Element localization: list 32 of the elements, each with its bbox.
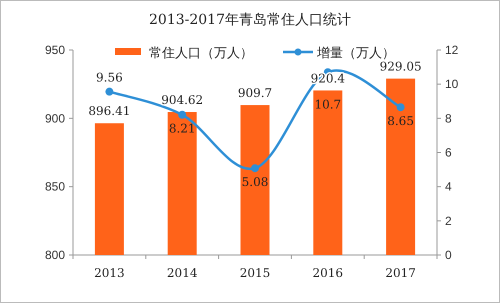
y-tick-label: 850: [44, 180, 66, 194]
y2-tick-label: 8: [445, 111, 452, 126]
chart-title: 2013-2017年青岛常住人口统计: [149, 12, 351, 28]
point: [396, 103, 405, 112]
data-label: 10.7: [314, 97, 342, 112]
point: [178, 110, 186, 119]
y2-tick-label: 0: [445, 248, 452, 262]
x-tick-label: 2013: [94, 266, 125, 280]
data-label: 5.08: [242, 175, 268, 190]
x-tick-label: 2016: [312, 266, 344, 280]
y2-tick-label: 2: [445, 214, 452, 228]
x-tick-label: 2014: [166, 266, 198, 280]
data-label: 8.65: [387, 114, 414, 128]
y-tick-label: 900: [44, 111, 66, 126]
legend-label: 常住人口（万人）: [149, 45, 253, 60]
y2-tick-label: 12: [445, 43, 459, 57]
y2-tick-label: 4: [445, 180, 452, 194]
data-label: 896.41: [88, 104, 130, 118]
y2-tick-label: 10: [445, 77, 459, 92]
data-label: 929.05: [380, 60, 422, 74]
data-label: 9.56: [96, 70, 123, 85]
y-tick-label: 950: [44, 43, 66, 57]
data-label: 909.7: [238, 86, 272, 100]
legend-label: 增量（万人）: [316, 45, 395, 60]
point: [251, 164, 259, 172]
x-tick-label: 2017: [385, 266, 416, 280]
data-label: 904.62: [161, 93, 204, 108]
y2-tick-label: 6: [445, 146, 452, 160]
point: [105, 88, 114, 96]
x-tick-label: 2015: [240, 266, 270, 280]
data-label: 8.21: [168, 122, 196, 136]
y-tick-label: 800: [44, 248, 66, 262]
